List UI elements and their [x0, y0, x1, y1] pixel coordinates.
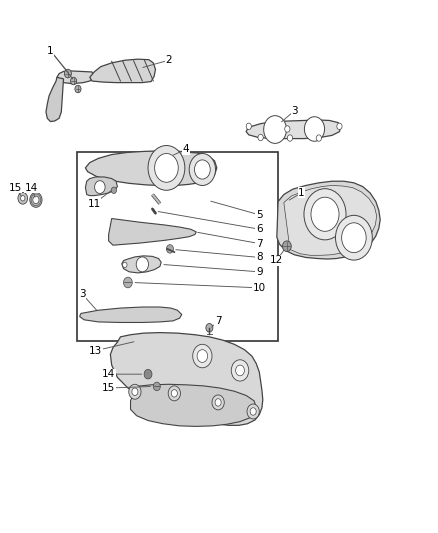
Polygon shape [57, 71, 94, 84]
Circle shape [311, 197, 339, 231]
Circle shape [336, 215, 372, 260]
Circle shape [123, 262, 127, 268]
Text: 2: 2 [165, 55, 172, 65]
Polygon shape [284, 185, 377, 255]
Circle shape [75, 85, 81, 93]
Circle shape [247, 404, 259, 419]
Polygon shape [46, 77, 64, 122]
Polygon shape [131, 384, 256, 426]
Polygon shape [80, 307, 182, 322]
Circle shape [304, 189, 346, 240]
Text: 3: 3 [291, 106, 298, 116]
Polygon shape [110, 333, 263, 425]
Circle shape [287, 135, 293, 141]
Text: 6: 6 [256, 224, 263, 234]
Polygon shape [85, 151, 217, 185]
Circle shape [129, 384, 141, 399]
Polygon shape [90, 59, 155, 83]
Bar [77, 152, 278, 341]
Circle shape [153, 382, 160, 391]
Circle shape [250, 408, 256, 415]
Circle shape [71, 77, 77, 85]
Circle shape [30, 192, 42, 207]
Polygon shape [122, 256, 161, 273]
Circle shape [197, 350, 208, 362]
Circle shape [236, 365, 244, 376]
Text: 8: 8 [256, 253, 263, 262]
Circle shape [111, 187, 117, 193]
Text: 5: 5 [256, 210, 263, 220]
Text: 3: 3 [79, 289, 86, 299]
Circle shape [316, 135, 321, 141]
Circle shape [166, 245, 173, 253]
Circle shape [246, 123, 251, 130]
Polygon shape [277, 181, 380, 259]
Circle shape [144, 369, 152, 379]
Text: 14: 14 [25, 183, 38, 192]
Circle shape [18, 192, 28, 204]
Circle shape [212, 395, 224, 410]
Text: 15: 15 [102, 383, 115, 393]
Circle shape [264, 116, 286, 143]
Polygon shape [109, 219, 196, 245]
Text: 13: 13 [89, 346, 102, 356]
Circle shape [21, 196, 25, 201]
Text: 1: 1 [47, 46, 54, 55]
Circle shape [258, 134, 263, 141]
Text: 11: 11 [88, 199, 101, 208]
Circle shape [194, 160, 210, 179]
Circle shape [215, 399, 221, 406]
Text: 7: 7 [256, 239, 263, 248]
Circle shape [136, 257, 148, 272]
Circle shape [33, 196, 39, 204]
Text: 15: 15 [9, 183, 22, 192]
Circle shape [189, 154, 215, 185]
Circle shape [283, 241, 291, 252]
Polygon shape [246, 120, 341, 139]
Circle shape [193, 344, 212, 368]
Circle shape [132, 388, 138, 395]
Text: 4: 4 [183, 144, 190, 154]
Text: 1: 1 [298, 188, 305, 198]
Circle shape [206, 324, 213, 332]
Circle shape [337, 123, 342, 130]
Circle shape [231, 360, 249, 381]
Circle shape [342, 223, 366, 253]
Text: 7: 7 [215, 317, 222, 326]
Circle shape [285, 126, 290, 132]
Text: 10: 10 [253, 283, 266, 293]
Circle shape [64, 69, 71, 78]
Circle shape [304, 117, 325, 141]
Circle shape [168, 386, 180, 401]
Circle shape [155, 154, 178, 182]
Polygon shape [85, 177, 117, 196]
Text: 14: 14 [102, 369, 115, 379]
Circle shape [148, 146, 185, 190]
Circle shape [171, 390, 177, 397]
Circle shape [95, 181, 105, 193]
Text: 9: 9 [256, 267, 263, 277]
Circle shape [124, 277, 132, 288]
Text: 12: 12 [270, 255, 283, 265]
